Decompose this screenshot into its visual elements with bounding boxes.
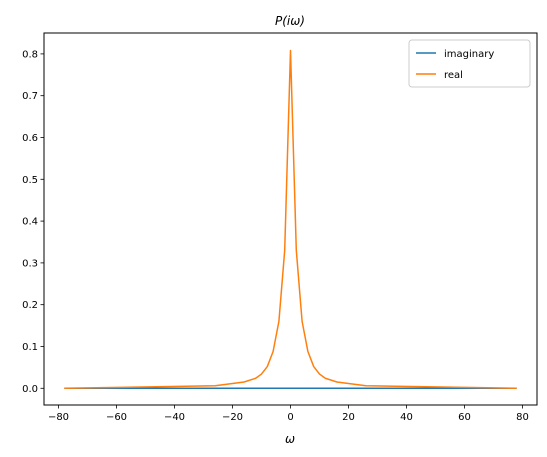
y-tick-label: 0.0	[22, 384, 38, 395]
chart-title: P(iω)	[275, 14, 305, 28]
y-tick-label: 0.5	[22, 175, 38, 186]
x-tick-label: 40	[400, 412, 413, 423]
y-tick-label: 0.2	[22, 300, 38, 311]
legend: imaginary real	[408, 39, 531, 88]
legend-label-imaginary: imaginary	[444, 49, 494, 60]
x-tick-label: 0	[287, 412, 293, 423]
x-tick-label: 60	[458, 412, 471, 423]
x-tick-label: −60	[106, 412, 127, 423]
y-tick-label: 0.8	[22, 49, 38, 60]
y-tick-label: 0.6	[22, 133, 38, 144]
x-tick-label: −80	[48, 412, 69, 423]
y-tick-label: 0.1	[22, 342, 38, 353]
legend-label-real: real	[444, 70, 463, 81]
x-tick-label: −40	[164, 412, 185, 423]
y-tick-label: 0.7	[22, 91, 38, 102]
x-axis-label: ω	[285, 432, 295, 446]
y-tick-label: 0.4	[22, 217, 38, 228]
x-tick-label: 20	[342, 412, 355, 423]
plot-frame	[43, 32, 538, 406]
x-tick-label: −20	[222, 412, 243, 423]
legend-box	[408, 39, 531, 88]
x-tick-label: 80	[516, 412, 529, 423]
y-tick-label: 0.3	[22, 258, 38, 269]
series-line-real	[64, 49, 517, 390]
